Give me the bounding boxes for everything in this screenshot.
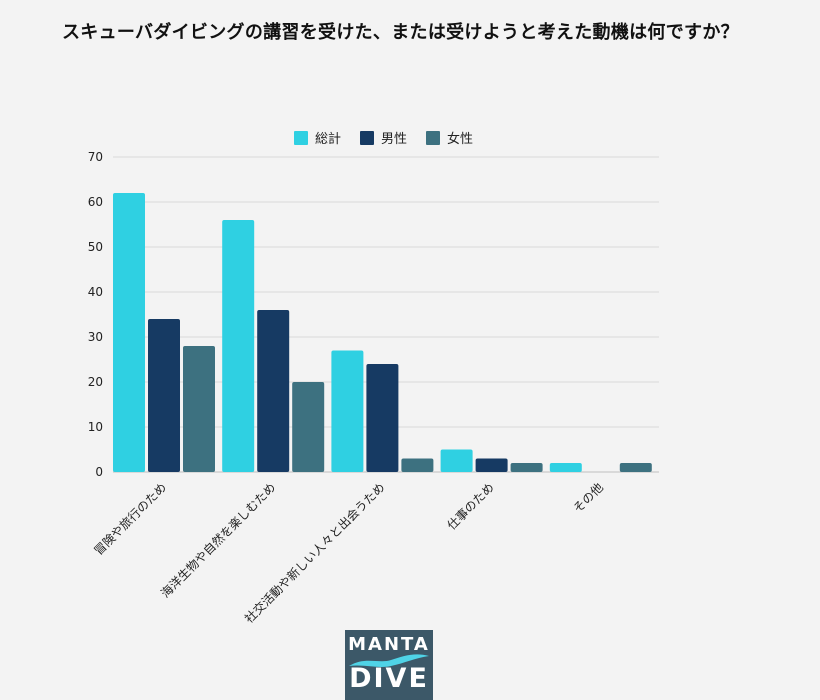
y-tick-label: 10 — [88, 420, 103, 434]
y-tick-label: 0 — [95, 465, 103, 479]
bar — [257, 310, 290, 472]
bar — [475, 458, 508, 472]
y-tick-label: 60 — [88, 195, 103, 209]
manta-wave-icon — [349, 654, 429, 667]
legend-swatch — [294, 131, 308, 145]
manta-dive-logo: MANTA DIVE — [345, 630, 433, 700]
bar — [113, 193, 145, 472]
logo-text-manta: MANTA — [348, 634, 430, 655]
legend-label: 男性 — [381, 132, 407, 147]
x-tick-label: その他 — [571, 480, 606, 515]
legend-swatch — [426, 131, 440, 145]
x-tick-label: 冒険や旅行のため — [91, 480, 169, 558]
y-tick-label: 30 — [88, 330, 103, 344]
bar — [440, 449, 473, 472]
bar — [292, 382, 325, 472]
x-tick-label: 海洋生物や自然を楽しむため — [157, 480, 278, 601]
legend-label: 女性 — [447, 131, 473, 147]
chart-title: スキューバダイビングの講習を受けた、または受けようと考えた動機は何ですか？ — [62, 22, 739, 43]
legend-label: 総計 — [315, 131, 341, 147]
logo-text-dive: DIVE — [349, 663, 429, 694]
bar — [619, 463, 652, 472]
legend-swatch — [360, 131, 374, 145]
bar — [510, 463, 543, 472]
y-tick-label: 50 — [88, 240, 103, 254]
bar — [401, 458, 434, 472]
bar — [183, 346, 215, 472]
bar-chart: 010203040506070冒険や旅行のため海洋生物や自然を楽しむため社交活動… — [88, 131, 659, 626]
bar — [148, 319, 180, 472]
y-tick-label: 40 — [88, 285, 103, 299]
bar — [549, 463, 582, 472]
bar — [366, 364, 399, 472]
bar — [331, 350, 364, 472]
y-tick-label: 20 — [88, 375, 103, 389]
x-tick-label: 仕事のため — [444, 480, 496, 532]
y-tick-label: 70 — [88, 150, 103, 164]
bar — [222, 220, 255, 472]
